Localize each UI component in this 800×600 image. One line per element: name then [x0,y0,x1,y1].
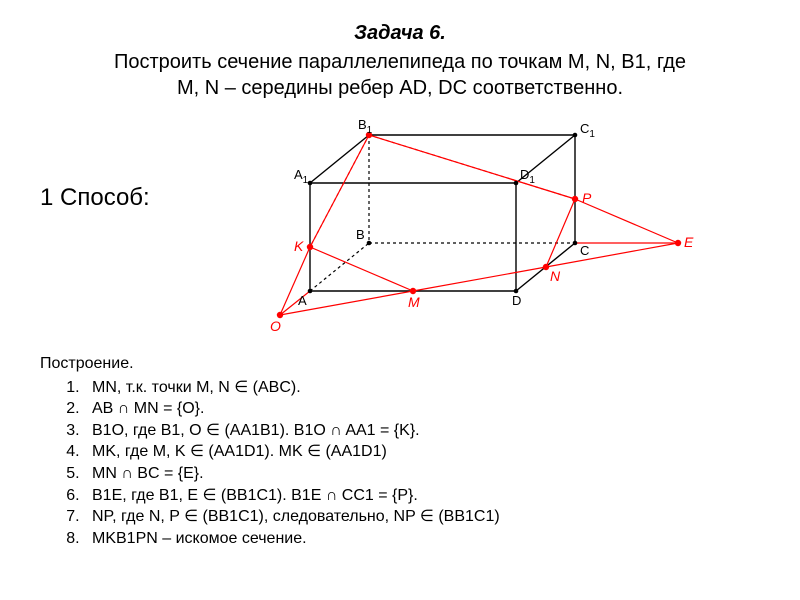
step-item: B1E, где B1, E ∈ (BB1C1). B1E ∩ CC1 = {P… [84,485,760,507]
step-item: NP, где N, P ∈ (BB1C1), следовательно, N… [84,506,760,528]
step-item: MN, т.к. точки M, N ∈ (ABC). [84,377,760,399]
labels: A D C B A1 D1 C1 B1 M N O E K P [270,117,694,334]
construction-block: Построение. MN, т.к. точки M, N ∈ (ABC).… [40,353,760,549]
svg-text:E: E [684,234,694,250]
svg-text:A: A [298,293,307,308]
construction-steps: MN, т.к. точки M, N ∈ (ABC). AB ∩ MN = {… [40,377,760,550]
step-item: AB ∩ MN = {O}. [84,398,760,420]
step-item: MKB1PN – искомое сечение. [84,528,760,550]
construction-header: Построение. [40,353,760,375]
subtitle-line-2: M, N – середины ребер AD, DC соответстве… [177,77,623,99]
svg-text:C1: C1 [580,121,595,140]
parallelepiped-diagram: A D C B A1 D1 C1 B1 M N O E K P [160,113,800,343]
problem-subtitle: Построить сечение параллелепипеда по точ… [40,49,760,101]
svg-text:O: O [270,318,281,334]
svg-text:K: K [294,238,304,254]
method-label: 1 Способ: [40,184,150,212]
construction-lines [280,135,678,315]
subtitle-line-1: Построить сечение параллелепипеда по точ… [114,51,686,73]
step-item: MK, где M, K ∈ (AA1D1). MK ∈ (AA1D1) [84,441,760,463]
svg-text:N: N [550,268,561,284]
svg-text:C: C [580,243,589,258]
svg-text:D: D [512,293,521,308]
problem-title: Задача 6. [40,22,760,45]
svg-text:M: M [408,294,420,310]
svg-text:B: B [356,227,365,242]
svg-text:B1: B1 [358,117,373,136]
step-item: MN ∩ BC = {E}. [84,463,760,485]
svg-text:P: P [582,190,592,206]
step-item: B1O, где B1, O ∈ (AA1B1). B1O ∩ AA1 = {K… [84,420,760,442]
svg-text:A1: A1 [294,167,309,186]
